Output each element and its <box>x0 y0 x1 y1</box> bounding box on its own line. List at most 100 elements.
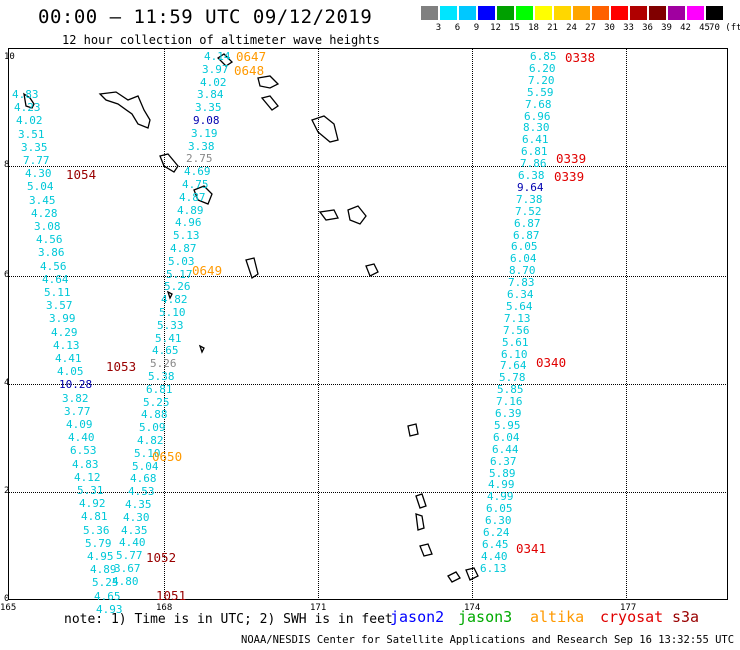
swh-value: 4.99 <box>488 478 515 491</box>
island <box>407 423 419 437</box>
swh-value: 4.23 <box>14 101 41 114</box>
pass-time-cryosat: 0340 <box>536 355 567 370</box>
swh-value: 4.96 <box>175 216 202 229</box>
swh-value: 6.34 <box>507 288 534 301</box>
swh-value: 4.28 <box>31 207 58 220</box>
swh-value: 6.05 <box>511 240 538 253</box>
pass-time-altika: 0649 <box>192 263 223 278</box>
swh-value: 5.33 <box>157 319 184 332</box>
island <box>465 567 479 581</box>
swh-value: 6.04 <box>510 252 537 265</box>
swh-value: 4.87 <box>170 242 197 255</box>
swh-value: 8.30 <box>523 121 550 134</box>
swh-value: 6.10 <box>501 348 528 361</box>
swh-value: 3.35 <box>21 141 48 154</box>
swh-value: 4.68 <box>130 472 157 485</box>
pass-time-s3a: 1053 <box>106 359 137 374</box>
swh-value: 4.64 <box>42 273 69 286</box>
x-tick-label: 171 <box>310 603 327 613</box>
legend-label: 9 <box>473 23 480 33</box>
y-tick-label: 8 <box>4 160 10 170</box>
swh-value: 7.64 <box>500 359 527 372</box>
pass-time-altika: 0648 <box>234 63 265 78</box>
legend-label: 6 <box>454 23 461 33</box>
swh-value: 6.96 <box>524 110 551 123</box>
swh-value: 7.16 <box>496 395 523 408</box>
island <box>23 92 35 109</box>
legend-swatch <box>592 6 609 20</box>
pass-time-cryosat: 0341 <box>516 541 547 556</box>
swh-value: 5.61 <box>502 336 529 349</box>
swh-value: 10.28 <box>59 378 93 391</box>
grid-line <box>8 492 728 493</box>
island <box>365 263 379 277</box>
swh-value: 3.82 <box>62 392 89 405</box>
legend-swatch <box>440 6 457 20</box>
pass-time-cryosat: 0339 <box>556 151 587 166</box>
swh-value: 6.44 <box>492 443 519 456</box>
pass-time-altika: 0650 <box>152 449 183 464</box>
swh-value: 6.39 <box>495 407 522 420</box>
island <box>447 571 461 583</box>
swh-value: 6.41 <box>522 133 549 146</box>
swh-value: 4.40 <box>68 431 95 444</box>
swh-value: 6.24 <box>483 526 510 539</box>
note-text: note: 1) Time is in UTC; 2) SWH is in fe… <box>64 612 393 627</box>
swh-value: 6.81 <box>521 145 548 158</box>
swh-value: 4.35 <box>125 498 152 511</box>
swh-value: 4.83 <box>72 458 99 471</box>
swh-value: 4.05 <box>57 365 84 378</box>
swh-value: 4.35 <box>121 524 148 537</box>
swh-value: 6.30 <box>485 514 512 527</box>
swh-value: 7.20 <box>528 74 555 87</box>
mission-jason3: jason3 <box>458 608 513 626</box>
swh-value: 5.26 <box>164 280 191 293</box>
swh-value: 5.13 <box>173 229 200 242</box>
swh-value: 5.25 <box>92 576 119 589</box>
legend-label: 12 <box>490 23 501 33</box>
mission-cryosat: cryosat <box>600 608 664 626</box>
legend-label: 30 <box>604 23 615 33</box>
swh-value: 4.41 <box>55 352 82 365</box>
swh-value: 4.65 <box>94 590 121 603</box>
swh-value: 5.95 <box>494 419 521 432</box>
swh-value: 3.97 <box>202 63 229 76</box>
swh-value: 4.02 <box>200 76 227 89</box>
swh-value: 9.08 <box>193 114 220 127</box>
swh-value: 4.95 <box>87 550 114 563</box>
legend-label: 39 <box>661 23 672 33</box>
swh-value: 4.99 <box>487 490 514 503</box>
swh-value: 3.38 <box>188 140 215 153</box>
mission-jason2: jason2 <box>390 608 445 626</box>
swh-value: 6.87 <box>513 229 540 242</box>
y-tick-label: 0 <box>4 594 10 604</box>
map-title: 00:00 – 11:59 UTC 09/12/2019 <box>38 6 373 28</box>
swh-value: 3.45 <box>29 194 56 207</box>
swh-value: 6.37 <box>490 455 517 468</box>
swh-value: 5.31 <box>77 484 104 497</box>
grid-line <box>472 48 473 600</box>
swh-value: 3.35 <box>195 101 222 114</box>
pass-time-altika: 0647 <box>236 49 267 64</box>
swh-value: 6.45 <box>482 538 509 551</box>
legend-swatch <box>459 6 476 20</box>
swh-value: 9.64 <box>517 181 544 194</box>
y-tick-label: 2 <box>4 486 10 496</box>
mission-altika: altika <box>530 608 585 626</box>
swh-value: 3.77 <box>64 405 91 418</box>
swh-value: 4.12 <box>74 471 101 484</box>
legend-label: 15 <box>509 23 520 33</box>
swh-value: 4.80 <box>112 575 139 588</box>
swh-value: 3.08 <box>34 220 61 233</box>
island <box>166 290 173 300</box>
swh-value: 7.52 <box>515 205 542 218</box>
legend-swatch <box>573 6 590 20</box>
island <box>311 115 339 143</box>
swh-value: 4.40 <box>481 550 508 563</box>
island <box>260 95 279 111</box>
swh-value: 5.17 <box>166 268 193 281</box>
x-tick-label: 168 <box>156 603 173 613</box>
swh-value: 5.78 <box>499 371 526 384</box>
swh-value: 4.09 <box>66 418 93 431</box>
